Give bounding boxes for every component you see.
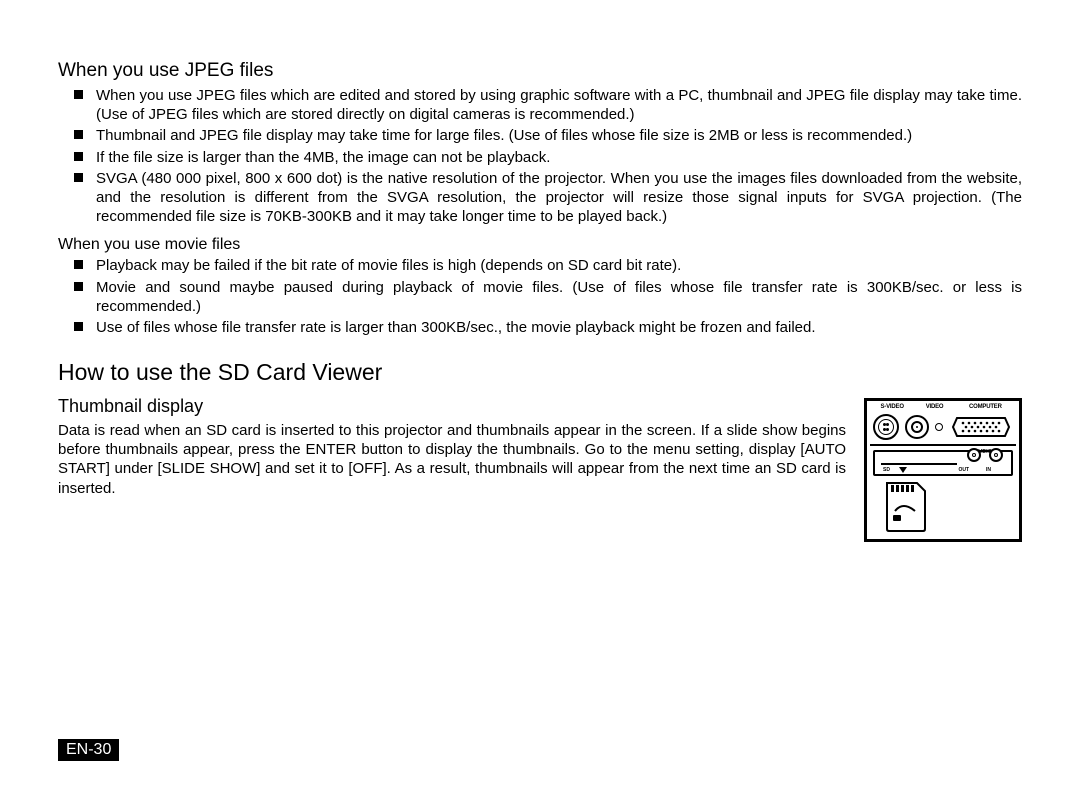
sd-text-column: Thumbnail display Data is read when an S… — [58, 396, 846, 498]
list-item: SVGA (480 000 pixel, 800 x 600 dot) is t… — [96, 169, 1022, 227]
label-svideo: S-VIDEO — [871, 404, 913, 410]
manual-page: When you use JPEG files When you use JPE… — [0, 0, 1080, 803]
list-item: When you use JPEG files which are edited… — [96, 86, 1022, 124]
thumbnail-subheading: Thumbnail display — [58, 396, 846, 417]
panel-mid-bar: SD OUT IN — [873, 450, 1013, 476]
sd-slot-icon — [881, 463, 957, 465]
page-number-badge: EN-30 — [58, 739, 119, 761]
connector-panel-illustration: S-VIDEO VIDEO COMPUTER — [864, 398, 1022, 542]
jpeg-bullets: When you use JPEG files which are edited… — [58, 86, 1022, 226]
panel-top-row — [873, 412, 1013, 442]
list-item: Playback may be failed if the bit rate o… — [96, 256, 1022, 275]
jpeg-heading: When you use JPEG files — [58, 60, 1022, 82]
screw-dot-icon — [935, 423, 943, 431]
label-sd: SD — [883, 467, 890, 473]
label-in: IN — [986, 467, 991, 473]
movie-heading: When you use movie files — [58, 236, 1022, 254]
sd-row: Thumbnail display Data is read when an S… — [58, 396, 1022, 542]
list-item: Movie and sound maybe paused during play… — [96, 278, 1022, 316]
list-item: If the file size is larger than the 4MB,… — [96, 148, 1022, 167]
video-rca-port-icon — [905, 415, 929, 439]
thumbnail-paragraph: Data is read when an SD card is inserted… — [58, 421, 846, 498]
sd-viewer-heading: How to use the SD Card Viewer — [58, 359, 1022, 386]
movie-bullets: Playback may be failed if the bit rate o… — [58, 256, 1022, 337]
label-out: OUT — [958, 467, 969, 473]
audio-out-jack-icon — [967, 448, 981, 462]
label-video: VIDEO — [913, 404, 955, 410]
sd-card-icon — [883, 481, 929, 533]
svideo-port-icon — [873, 414, 899, 440]
list-item: Thumbnail and JPEG file display may take… — [96, 126, 1022, 145]
list-item: Use of files whose file transfer rate is… — [96, 318, 1022, 337]
label-computer: COMPUTER — [956, 404, 1015, 410]
panel-divider — [870, 444, 1016, 446]
audio-in-jack-icon — [989, 448, 1003, 462]
panel-top-labels: S-VIDEO VIDEO COMPUTER — [871, 404, 1015, 410]
insert-arrow-icon — [899, 467, 907, 473]
vga-port-icon — [949, 416, 1013, 438]
